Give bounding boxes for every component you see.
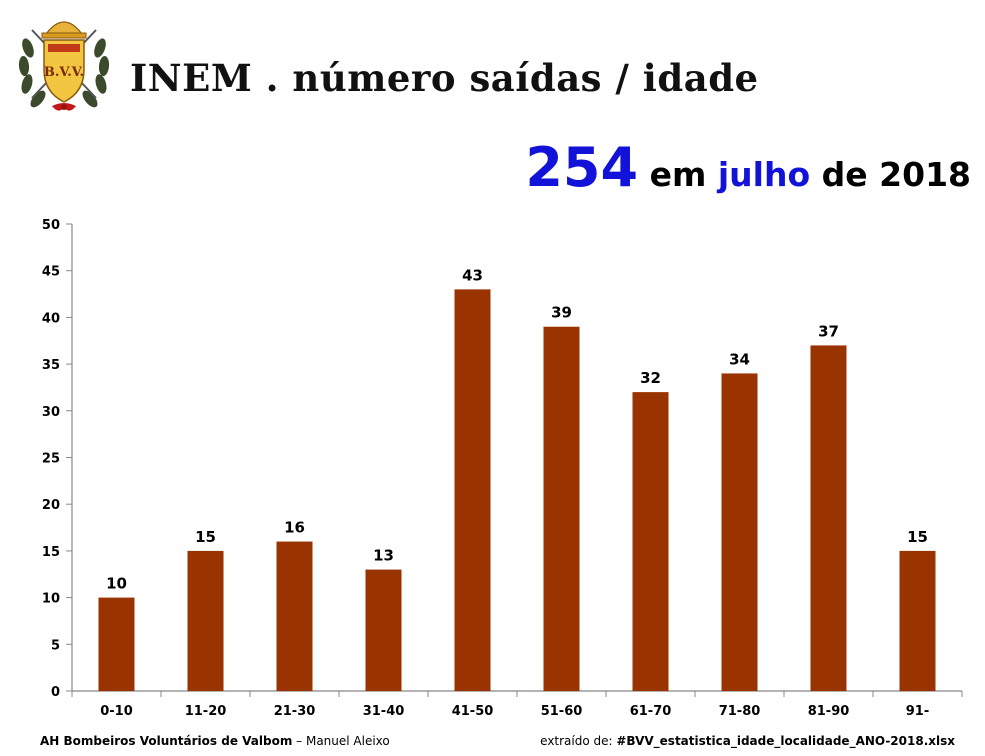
bar — [454, 289, 491, 691]
bar — [276, 541, 313, 691]
data-label: 10 — [106, 575, 127, 593]
bar — [810, 345, 847, 691]
x-tick-label: 11-20 — [185, 704, 227, 719]
x-tick-label: 81-90 — [808, 704, 850, 719]
x-tick-label: 0-10 — [100, 704, 133, 719]
x-tick-label: 91- — [906, 704, 930, 719]
bar — [187, 550, 224, 691]
bars — [98, 289, 936, 691]
data-label: 16 — [284, 519, 305, 537]
bvv-logo: B.V.V. — [14, 8, 114, 120]
data-label: 34 — [729, 350, 750, 368]
footer-sep: – — [292, 734, 306, 748]
y-tick-label: 5 — [51, 638, 60, 653]
bar — [543, 326, 580, 691]
logo-text: B.V.V. — [44, 65, 84, 80]
headline-pre-month: em — [649, 155, 707, 194]
data-label: 39 — [551, 304, 572, 322]
data-label: 32 — [640, 369, 661, 387]
data-label: 37 — [818, 322, 839, 340]
page-title: INEM . número saídas / idade — [130, 56, 759, 100]
y-tick-label: 20 — [42, 498, 60, 513]
y-tick-label: 50 — [42, 218, 60, 233]
headline-post-month: de 2018 — [821, 155, 971, 194]
y-tick-label: 10 — [42, 592, 60, 607]
y-tick-label: 45 — [42, 265, 60, 280]
data-label: 15 — [195, 528, 216, 546]
headline: 254 em julho de 2018 — [525, 136, 971, 199]
footer-source-label: extraído de: — [540, 734, 617, 748]
data-label: 13 — [373, 547, 394, 565]
data-label: 43 — [462, 266, 483, 284]
x-tick-label: 51-60 — [541, 704, 583, 719]
bar-chart: 0 5 10 15 20 25 30 35 40 45 50 0-10 11-20 21-30 31-40… — [42, 218, 963, 719]
x-tick-label: 21-30 — [274, 704, 316, 719]
footer-source: extraído de: #BVV_estatistica_idade_loca… — [540, 734, 955, 748]
bar — [98, 597, 135, 691]
y-tick-label: 15 — [42, 545, 60, 560]
x-tick-label: 41-50 — [452, 704, 494, 719]
y-tick-label: 25 — [42, 452, 60, 467]
headline-month: julho — [717, 155, 811, 194]
footer-org: AH Bombeiros Voluntários de Valbom — [40, 734, 293, 748]
headline-total: 254 — [525, 136, 639, 199]
x-tick-label: 31-40 — [363, 704, 405, 719]
x-axis: 0-10 11-20 21-30 31-40 41-50 51-60 61-70 71-80 8… — [71, 690, 963, 719]
y-axis: 0 5 10 15 20 25 30 35 40 45 50 — [42, 218, 73, 700]
footer-source-file: #BVV_estatistica_idade_localidade_ANO-20… — [616, 734, 955, 748]
y-tick-label: 0 — [51, 685, 60, 700]
data-label: 15 — [907, 528, 928, 546]
y-tick-label: 30 — [42, 405, 60, 420]
bar — [899, 550, 936, 691]
footer-credit: AH Bombeiros Voluntários de Valbom – Man… — [40, 734, 390, 748]
data-labels: 10 15 16 13 43 39 32 34 37 15 — [106, 266, 928, 592]
bar — [721, 373, 758, 691]
x-tick-label: 61-70 — [630, 704, 672, 719]
bar — [365, 569, 402, 691]
footer-author: Manuel Aleixo — [305, 734, 390, 748]
x-tick-label: 71-80 — [719, 704, 761, 719]
bar — [632, 392, 669, 691]
y-tick-label: 40 — [42, 311, 60, 326]
y-tick-label: 35 — [42, 358, 60, 373]
